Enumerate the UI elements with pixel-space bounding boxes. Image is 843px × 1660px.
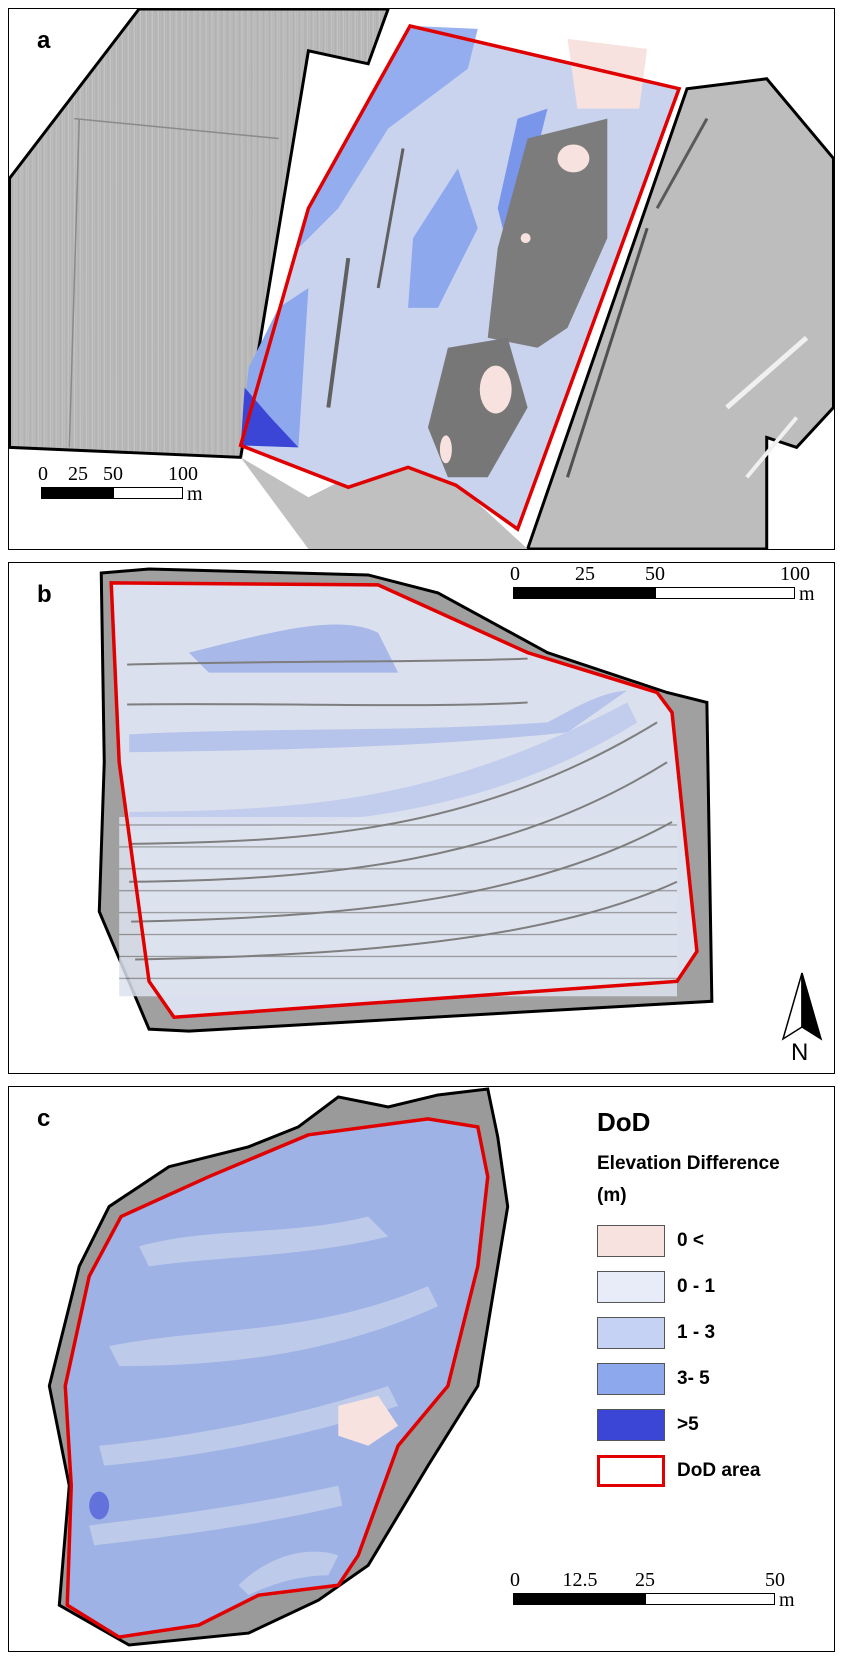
legend-label: 0 - 1 <box>677 1276 716 1297</box>
scalebar-a: 0 25 50 100 m <box>38 463 203 505</box>
legend-swatch <box>597 1225 665 1257</box>
legend-item: DoD area <box>597 1448 780 1494</box>
north-arrow-icon <box>781 972 823 1041</box>
legend: DoD Elevation Difference (m) 0 < 0 - 1 1… <box>597 1107 780 1494</box>
legend-swatch-outline <box>597 1455 665 1487</box>
scale-tick: 25 <box>635 1569 655 1591</box>
scale-tick: 50 <box>645 563 665 585</box>
legend-swatch <box>597 1363 665 1395</box>
scale-tick: 50 <box>103 463 123 485</box>
legend-label: DoD area <box>677 1460 761 1481</box>
scale-tick: 25 <box>575 563 595 585</box>
scale-tick: 12.5 <box>562 1569 598 1591</box>
legend-item: 0 - 1 <box>597 1264 780 1310</box>
scale-unit: m <box>799 583 815 605</box>
dod-outline-c <box>63 1117 490 1639</box>
zone-1-3-band1 <box>129 690 628 753</box>
scale-tick: 100 <box>168 463 198 485</box>
legend-label: >5 <box>677 1414 699 1435</box>
panel-c: c DoD Elevation Difference (m) 0 < 0 - 1… <box>8 1086 835 1652</box>
legend-swatch <box>597 1271 665 1303</box>
terrain-texture <box>89 1216 438 1596</box>
scale-tick: 0 <box>38 463 48 485</box>
legend-subtitle-unit: (m) <box>597 1185 627 1206</box>
scale-tick: 0 <box>510 1569 520 1591</box>
scale-unit: m <box>779 1589 795 1611</box>
dod-outline-a <box>238 23 682 532</box>
zone-gt5-c <box>89 1491 110 1520</box>
panel-label-a: a <box>37 27 51 54</box>
scalebar-c: 0 12.5 25 50 m <box>510 1569 813 1611</box>
hillshade-right <box>526 77 834 549</box>
scale-tick: 50 <box>765 1569 785 1591</box>
zone-loss-1 <box>557 144 590 173</box>
panel-b: b 0 25 50 100 m N <box>8 562 835 1074</box>
legend-swatch <box>597 1409 665 1441</box>
panel-label-b: b <box>37 581 52 608</box>
furrow-field <box>119 817 677 997</box>
legend-item: 3- 5 <box>597 1356 780 1402</box>
legend-item: 0 < <box>597 1218 780 1264</box>
legend-subtitle: Elevation Difference <box>597 1153 780 1174</box>
scale-tick: 100 <box>780 563 810 585</box>
scale-tick: 25 <box>68 463 88 485</box>
legend-title: DoD <box>597 1107 651 1137</box>
scalebar-b: 0 25 50 100 m <box>510 563 823 605</box>
dod-outline-b <box>109 581 699 1020</box>
zone-3-5-mid <box>408 168 478 308</box>
legend-item: >5 <box>597 1402 780 1448</box>
legend-item: 1 - 3 <box>597 1310 780 1356</box>
legend-label: 3- 5 <box>677 1368 710 1389</box>
map-a <box>9 9 834 549</box>
legend-swatch <box>597 1317 665 1349</box>
map-c <box>47 1087 510 1647</box>
panel-a: a 0 25 50 100 m <box>8 8 835 550</box>
zone-loss-3 <box>439 435 452 464</box>
panel-label-c: c <box>37 1105 51 1132</box>
north-label: N <box>791 1039 809 1066</box>
zone-loss-c <box>338 1395 399 1446</box>
zone-loss-4 <box>520 233 531 244</box>
hillshade-bottom <box>240 457 528 549</box>
zone-gt5 <box>240 387 299 448</box>
zone-grey-right <box>487 118 608 348</box>
legend-label: 1 - 3 <box>677 1322 716 1343</box>
legend-label: 0 < <box>677 1230 704 1251</box>
furrow-lines <box>127 657 678 961</box>
scale-tick: 0 <box>510 563 520 585</box>
zone-3-5-left <box>298 25 478 249</box>
zone-loss-2 <box>479 365 512 414</box>
map-b <box>97 567 714 1033</box>
zone-loss-top <box>567 38 648 109</box>
zone-1-3-top <box>188 624 399 673</box>
scale-unit: m <box>187 483 203 505</box>
north-arrow: N <box>779 971 825 1067</box>
